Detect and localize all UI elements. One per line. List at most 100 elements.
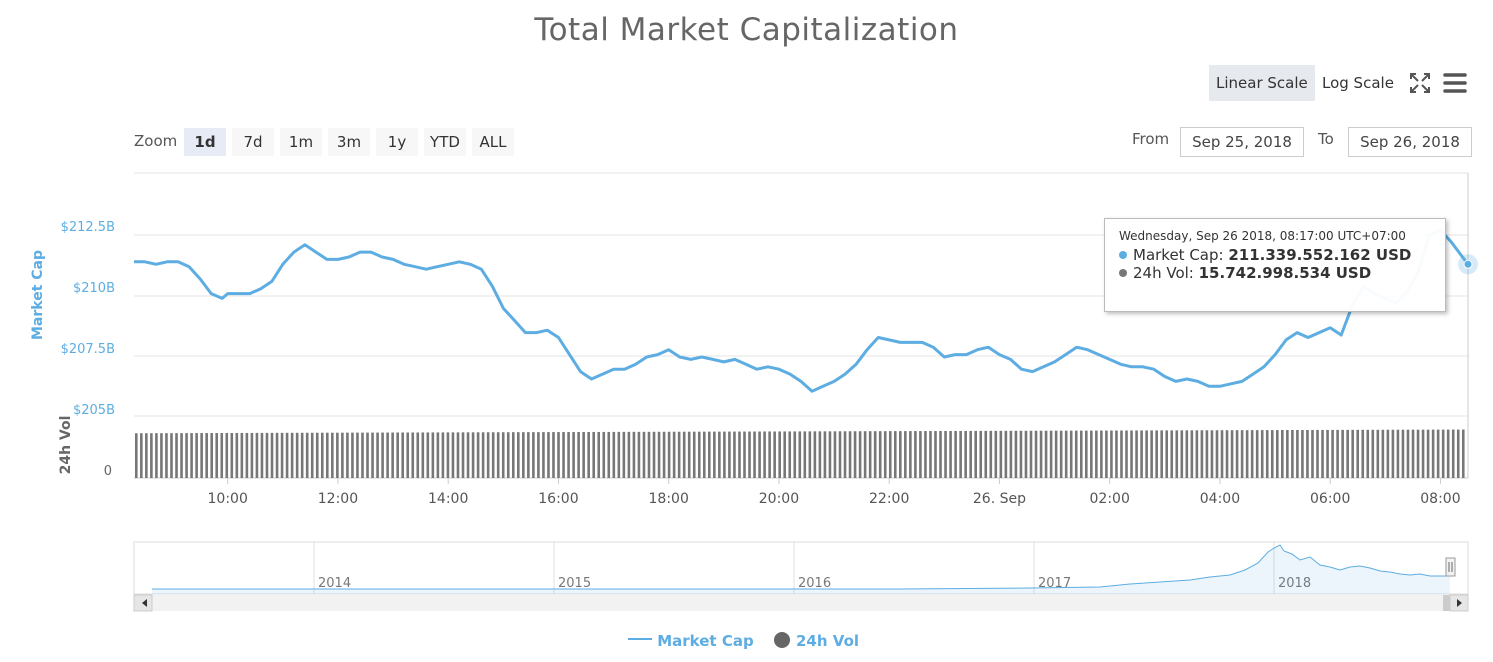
volume-bar [999,430,1003,478]
legend-vol-label: 24h Vol [796,632,860,650]
zoom-7d-button[interactable]: 7d [232,128,274,156]
volume-bar [165,433,168,478]
menu-icon[interactable] [1442,72,1468,94]
volume-bar [1431,429,1435,478]
legend-24h-vol[interactable]: 24h Vol [774,632,859,650]
volume-bar [607,431,611,478]
scrollbar-thumb[interactable] [1443,595,1451,611]
volume-bar [195,433,198,478]
tooltip-header: Wednesday, Sep 26 2018, 08:17:00 UTC+07:… [1119,229,1406,243]
volume-bar [1029,430,1033,478]
legend-market-cap[interactable]: Market Cap [628,632,754,650]
navigator-year-label: 2018 [1278,576,1311,591]
volume-bar [697,431,701,478]
volume-bar [863,431,867,478]
scroll-right-button[interactable] [1449,594,1469,612]
volume-bar [461,432,465,478]
volume-bar [537,432,540,478]
volume-bar [401,432,404,478]
y-tick-label: $212.5B [61,220,115,235]
volume-bar [205,433,208,478]
from-date-input[interactable]: Sep 25, 2018 [1180,127,1304,157]
zoom-1d-button[interactable]: 1d [184,128,226,156]
volume-bar [1396,429,1400,478]
zoom-1m-button[interactable]: 1m [280,128,322,156]
volume-bar [1074,430,1078,478]
volume-bar [587,431,590,478]
volume-bar [1255,430,1259,478]
volume-bar [984,430,988,478]
volume-bar [295,432,299,478]
volume-bar [1265,430,1269,478]
volume-bar [1260,430,1264,478]
volume-bar [833,431,837,478]
legend-market-cap-label: Market Cap [657,632,754,650]
navigator-handle[interactable] [1445,557,1456,577]
volume-bar [748,431,751,478]
volume-bar [542,432,545,478]
volume-bar [180,433,183,478]
volume-bar [240,432,244,478]
volume-bar [964,430,967,478]
to-date-input[interactable]: Sep 26, 2018 [1348,127,1472,157]
volume-bar [1426,429,1430,478]
volume-bar [466,432,470,478]
scroll-left-button[interactable] [133,594,153,612]
volume-bar [1301,429,1304,478]
volume-bar [320,432,324,478]
volume-bar [336,432,339,478]
volume-bar [1215,430,1219,478]
volume-bar [914,431,917,478]
volume-bar [1140,430,1143,478]
navigator[interactable]: 2014 2015 2016 2017 2018 [133,541,1469,612]
zoom-all-button[interactable]: ALL [472,128,514,156]
x-tick-label: 02:00 [1090,491,1130,507]
volume-bar [702,431,706,478]
volume-bar [1064,430,1068,478]
zoom-ytd-button[interactable]: YTD [424,128,466,156]
volume-bar [290,432,294,478]
volume-bar [260,432,264,478]
volume-bar [522,432,525,478]
volume-bar [140,433,143,478]
log-scale-button[interactable]: Log Scale [1322,74,1394,92]
volume-bar [1371,429,1375,478]
zoom-1y-button[interactable]: 1y [376,128,418,156]
volume-bar [517,432,520,478]
volume-bar [1084,430,1088,478]
linear-scale-button[interactable]: Linear Scale [1209,65,1315,101]
volume-bar [1200,430,1204,478]
volume-bar [929,431,932,478]
volume-bar [331,432,334,478]
volume-bar [602,431,606,478]
volume-bar [934,431,937,478]
volume-bar [989,430,993,478]
volume-bar [1004,430,1008,478]
volume-bar [1190,430,1194,478]
fullscreen-icon[interactable] [1409,72,1431,94]
volume-bar [1235,430,1239,478]
volume-bar [1220,430,1224,478]
volume-bar [506,432,510,478]
volume-bar [411,432,415,478]
zoom-3m-button[interactable]: 3m [328,128,370,156]
volume-bar [1009,430,1013,478]
zoom-label: Zoom [134,132,178,150]
tooltip-vol-row: 24h Vol: 15.742.998.534 USD [1119,264,1431,282]
volume-bar [808,431,812,478]
volume-bar [1079,430,1083,478]
volume-bar [939,431,942,478]
volume-bar [200,433,203,478]
scrollbar-track[interactable] [134,595,1468,611]
volume-bar [1044,430,1048,478]
volume-bar [1034,430,1038,478]
volume-bar [346,432,349,478]
y2-tick-label: 0 [104,464,112,479]
volume-bar [381,432,384,478]
volume-bar [904,431,907,478]
volume-bar [647,431,651,478]
volume-dot-icon [1119,269,1127,277]
volume-bar [1195,430,1199,478]
volume-bar [1456,429,1460,478]
volume-bar [1306,429,1309,478]
